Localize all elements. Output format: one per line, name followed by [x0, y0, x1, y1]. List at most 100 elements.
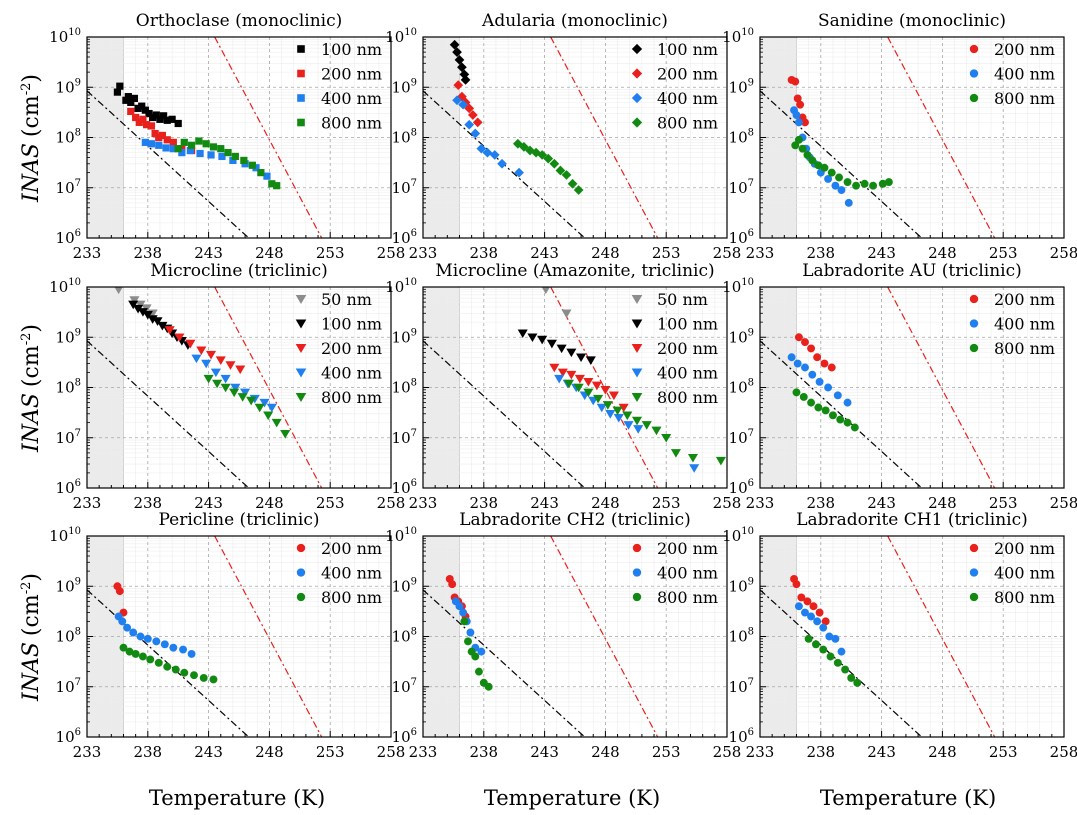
chart-panel: 233 238 243 248 253 2581061071081091010Microc… [49, 261, 405, 512]
data-point [519, 142, 529, 152]
data-point [472, 117, 483, 128]
data-point [829, 411, 837, 420]
y-tick-label: 107 [729, 677, 754, 696]
legend-label: 800 nm [994, 339, 1055, 358]
y-tick-exponent: 9 [411, 576, 417, 587]
data-point [605, 409, 616, 419]
data-point [573, 383, 584, 393]
data-point [563, 379, 574, 389]
data-point [623, 421, 634, 430]
data-point [820, 163, 829, 172]
data-point [174, 119, 182, 128]
data-point [178, 145, 186, 153]
y-tick-base: 10 [392, 728, 411, 746]
data-point [835, 173, 843, 182]
data-point [555, 165, 566, 176]
x-tick-label: 253 [989, 494, 1018, 512]
data-point [850, 423, 859, 432]
y-tick-exponent: 8 [411, 627, 417, 638]
data-point [142, 311, 153, 320]
chart-panel: 233 238 243 248 253 2581061071081091010Labrad… [385, 510, 741, 761]
panel-title: Labradorite CH2 (triclinic) [459, 510, 691, 530]
data-point [187, 649, 196, 658]
data-point [794, 135, 803, 144]
legend-label: 200 nm [657, 65, 718, 84]
legend-marker [969, 343, 979, 353]
data-point [843, 178, 852, 186]
data-point [195, 137, 203, 145]
data-point [836, 415, 845, 424]
data-point [268, 180, 276, 188]
data-point [266, 403, 277, 413]
legend-marker [297, 69, 305, 78]
data-point [124, 93, 132, 101]
y-tick-label: 1010 [385, 27, 417, 46]
data-point [561, 309, 572, 319]
y-tick-label: 108 [56, 378, 81, 397]
data-point [843, 398, 852, 407]
data-point [449, 39, 460, 50]
x-tick-label: 258 [713, 494, 742, 512]
x-tick-label: 233 [73, 244, 102, 262]
legend-label: 800 nm [321, 388, 382, 407]
legend-label: 800 nm [994, 89, 1055, 108]
data-point [593, 394, 604, 404]
data-point [687, 453, 698, 463]
data-point [466, 628, 475, 637]
legend-label: 100 nm [321, 315, 382, 334]
data-point [133, 304, 144, 314]
data-point [113, 88, 121, 96]
data-point [808, 156, 817, 165]
data-point [689, 464, 700, 473]
data-points [113, 582, 218, 684]
data-point [179, 645, 188, 654]
data-point [152, 111, 160, 119]
data-point [116, 82, 124, 90]
data-point [566, 348, 577, 358]
y-tick-label: 109 [56, 77, 81, 96]
y-tick-exponent: 10 [404, 27, 417, 38]
y-tick-exponent: 6 [75, 727, 81, 738]
y-tick-base: 10 [722, 28, 741, 46]
data-point [793, 359, 802, 368]
data-point [151, 129, 159, 138]
data-points [787, 333, 859, 432]
data-point [155, 141, 163, 149]
data-point [141, 106, 149, 114]
y-tick-exponent: 8 [748, 627, 754, 638]
data-point [813, 353, 822, 362]
data-point [514, 167, 524, 178]
data-point [235, 365, 246, 375]
data-point [602, 401, 613, 410]
data-point [808, 370, 817, 379]
panel-title: Labradorite CH1 (triclinic) [796, 510, 1028, 530]
y-tick-label: 107 [56, 428, 81, 447]
x-tick-label: 243 [530, 244, 559, 262]
x-tick-label: 243 [867, 494, 896, 512]
y-tick-base: 10 [385, 527, 404, 545]
y-tick-exponent: 10 [404, 277, 417, 288]
y-tick-label: 109 [56, 576, 81, 595]
y-tick-base: 10 [729, 577, 748, 595]
y-tick-label: 107 [729, 178, 754, 197]
data-point [453, 80, 464, 91]
y-tick-label: 107 [392, 428, 417, 447]
data-point [146, 655, 155, 664]
y-tick-base: 10 [56, 479, 75, 497]
data-point [567, 178, 578, 189]
panel-title: Orthoclase (monoclinic) [136, 11, 342, 31]
data-point [168, 115, 176, 123]
data-point [155, 133, 163, 142]
y-tick-base: 10 [56, 429, 75, 447]
data-point [460, 617, 469, 626]
x-tick-label: 233 [746, 244, 775, 262]
data-point [143, 634, 152, 643]
y-tick-base: 10 [722, 527, 741, 545]
y-tick-label: 1010 [49, 526, 81, 545]
data-point [280, 429, 291, 439]
y-tick-base: 10 [392, 429, 411, 447]
data-points [517, 287, 726, 473]
y-tick-base: 10 [385, 278, 404, 296]
data-point [583, 377, 594, 387]
x-tick-label: 253 [652, 743, 681, 761]
